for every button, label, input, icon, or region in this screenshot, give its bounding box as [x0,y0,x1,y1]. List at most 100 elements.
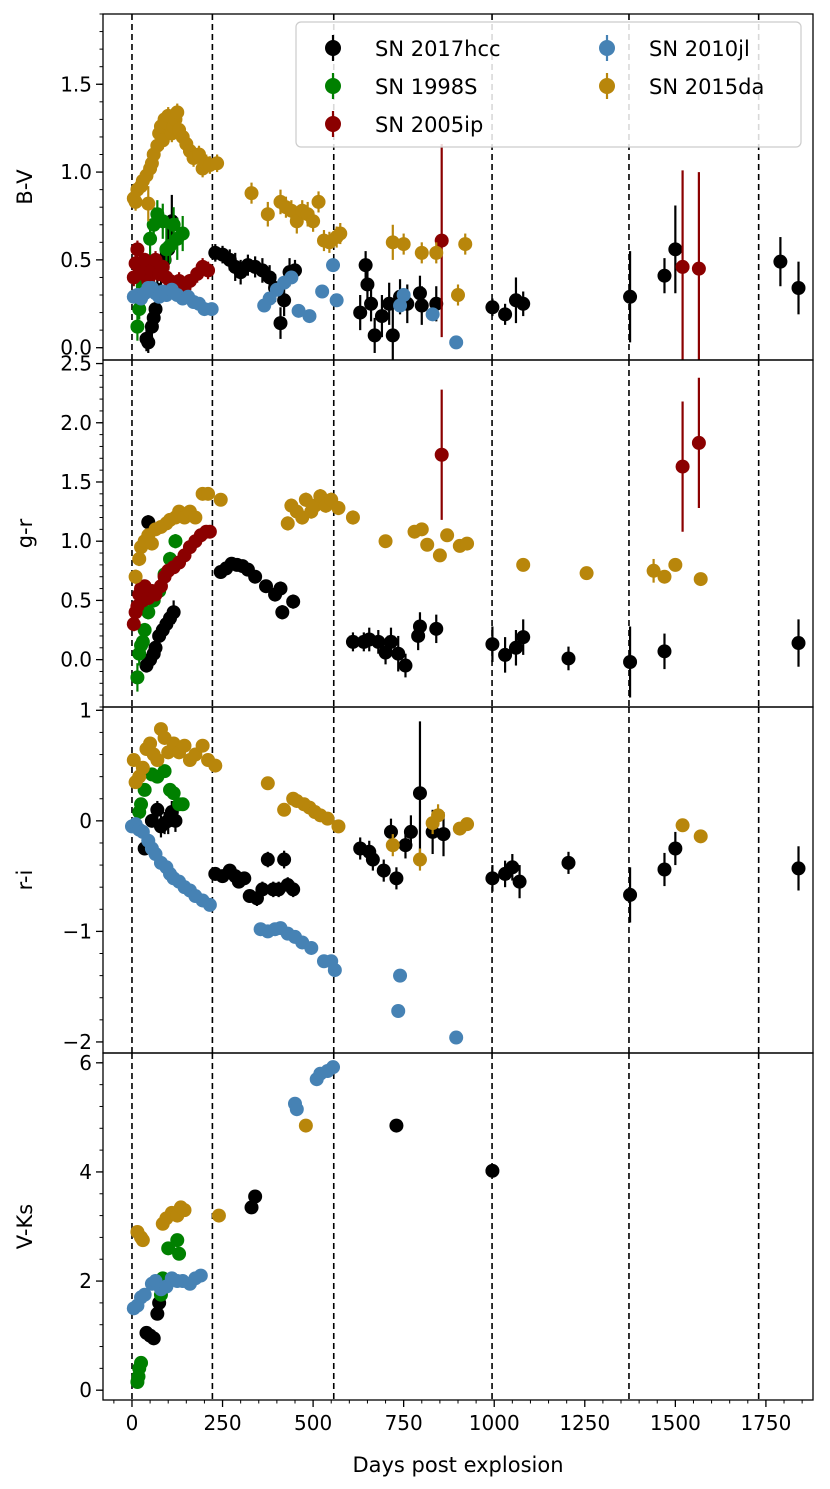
y-axis-label: B-V [13,169,37,205]
data-point [260,207,275,222]
data-point [298,1118,313,1133]
data-point [378,534,393,549]
data-point [237,871,252,886]
data-point [260,852,275,867]
data-point [675,459,690,474]
legend-item-sn2010jl: SN 2010jl [599,35,750,61]
series-sn2017hcc [137,721,806,923]
data-point [516,557,531,572]
data-point [277,852,292,867]
data-point [623,887,638,902]
legend: SN 2017hcc SN 1998S SN 2005ip SN 2010jl SN 2… [295,21,802,148]
data-point [385,235,400,250]
x-tick-label: 1000 [469,1411,520,1435]
data-point [244,186,259,201]
data-point [166,605,181,620]
data-point [657,268,672,283]
data-point [623,654,638,669]
panel-frame [102,1052,814,1401]
data-point [188,510,203,525]
data-point [210,156,225,171]
x-tick-label: 750 [385,1411,423,1435]
data-point [434,447,449,462]
data-point [440,528,455,543]
y-tick-label: 1.0 [60,529,92,553]
data-point [791,280,806,295]
data-point [244,1200,259,1215]
data-point [135,634,150,649]
data-point [170,105,185,120]
data-point [286,882,301,897]
data-point [391,646,406,661]
data-point [376,863,391,878]
data-point [693,829,708,844]
data-point [137,252,152,267]
data-point [367,328,382,343]
data-point [134,1355,149,1370]
legend-label: SN 2005ip [375,113,483,137]
data-point [202,897,217,912]
x-axis-label: Days post explosion [352,1453,563,1477]
data-point [311,194,326,209]
data-point [329,293,344,308]
data-point [141,605,156,620]
data-point [485,1163,500,1178]
data-point [364,296,379,311]
data-point [460,536,475,551]
data-points [126,103,806,360]
data-point [128,194,143,209]
data-point [202,524,217,539]
series-sn2017hcc [139,1118,500,1346]
data-point [449,1030,464,1045]
data-point [208,758,223,773]
data-point [306,214,321,229]
data-point [508,640,523,655]
legend-label: SN 2015da [649,75,764,99]
data-point [177,738,192,753]
data-point [675,259,690,274]
data-point [161,1241,176,1256]
data-point [561,855,576,870]
data-point [195,738,210,753]
data-point [412,619,427,634]
data-point [414,245,429,260]
data-point [259,579,274,594]
data-points [124,721,806,1045]
data-point [383,634,398,649]
panel-v-ks: 0 2 4 6 V-Ks [13,1051,814,1402]
data-point [211,1208,226,1223]
data-point [248,1189,263,1204]
y-tick-label: 0.5 [60,588,92,612]
y-axis-label: V-Ks [13,1204,37,1249]
data-point [396,237,411,252]
data-point [137,623,152,638]
data-point [128,569,143,584]
data-point [291,303,306,318]
y-tick-label: −1 [63,919,92,943]
data-point [331,501,346,516]
data-point [436,827,451,842]
x-tick-label: 1250 [559,1411,610,1435]
legend-marker [325,116,341,132]
data-point [320,811,335,826]
data-point [126,617,141,632]
data-point [498,307,513,322]
data-point [262,270,277,285]
data-point [135,760,150,775]
data-point [371,634,386,649]
data-point [382,296,397,311]
data-point [693,572,708,587]
data-point [429,245,444,260]
data-point [385,328,400,343]
data-point [773,254,788,269]
data-point [374,309,389,324]
data-point [451,288,465,303]
data-point [168,534,183,549]
data-point [668,557,683,572]
data-point [668,242,683,257]
legend-marker [599,78,615,94]
data-point [193,1268,208,1283]
panel-g-r: 0.0 0.5 1.0 1.5 2.0 2.5 g-r [13,352,814,708]
data-point [623,289,638,304]
